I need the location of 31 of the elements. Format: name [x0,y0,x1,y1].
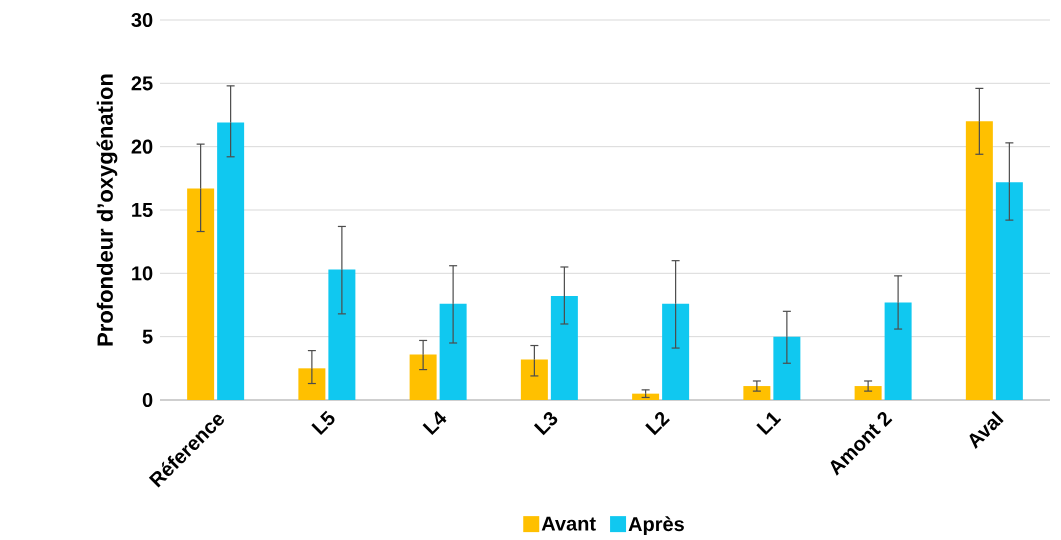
y-tick-label: 30 [131,12,153,28]
bar [632,393,660,400]
bar [550,296,578,400]
y-axis-title: Profondeur d’oxygénation [96,74,118,346]
bar [662,303,690,400]
bar [520,359,548,400]
bar [995,182,1023,400]
y-tick-label: 15 [132,203,153,217]
bar [409,354,437,400]
x-tick-label: L1 [756,412,782,435]
x-tick-label: L5 [311,410,335,435]
y-tick-label: 5 [142,329,153,344]
bar [217,122,245,400]
y-tick-label: 25 [131,76,153,91]
bar [439,303,467,400]
bar [298,368,326,400]
bar [965,121,993,400]
x-tick-label: L4 [422,411,447,435]
y-tick-label: 0 [142,392,153,408]
bar [854,386,882,400]
y-tick-label: 10 [132,266,153,281]
x-tick-label: L3 [533,411,558,436]
legend-label: Après [628,516,684,536]
bar [328,269,356,400]
bar [743,386,771,400]
x-tick-label: L2 [645,411,670,436]
bar [187,188,215,400]
legend-label: Avant [541,516,596,531]
y-tick-label: 20 [131,139,153,154]
bar [884,302,912,400]
bar [773,336,801,400]
